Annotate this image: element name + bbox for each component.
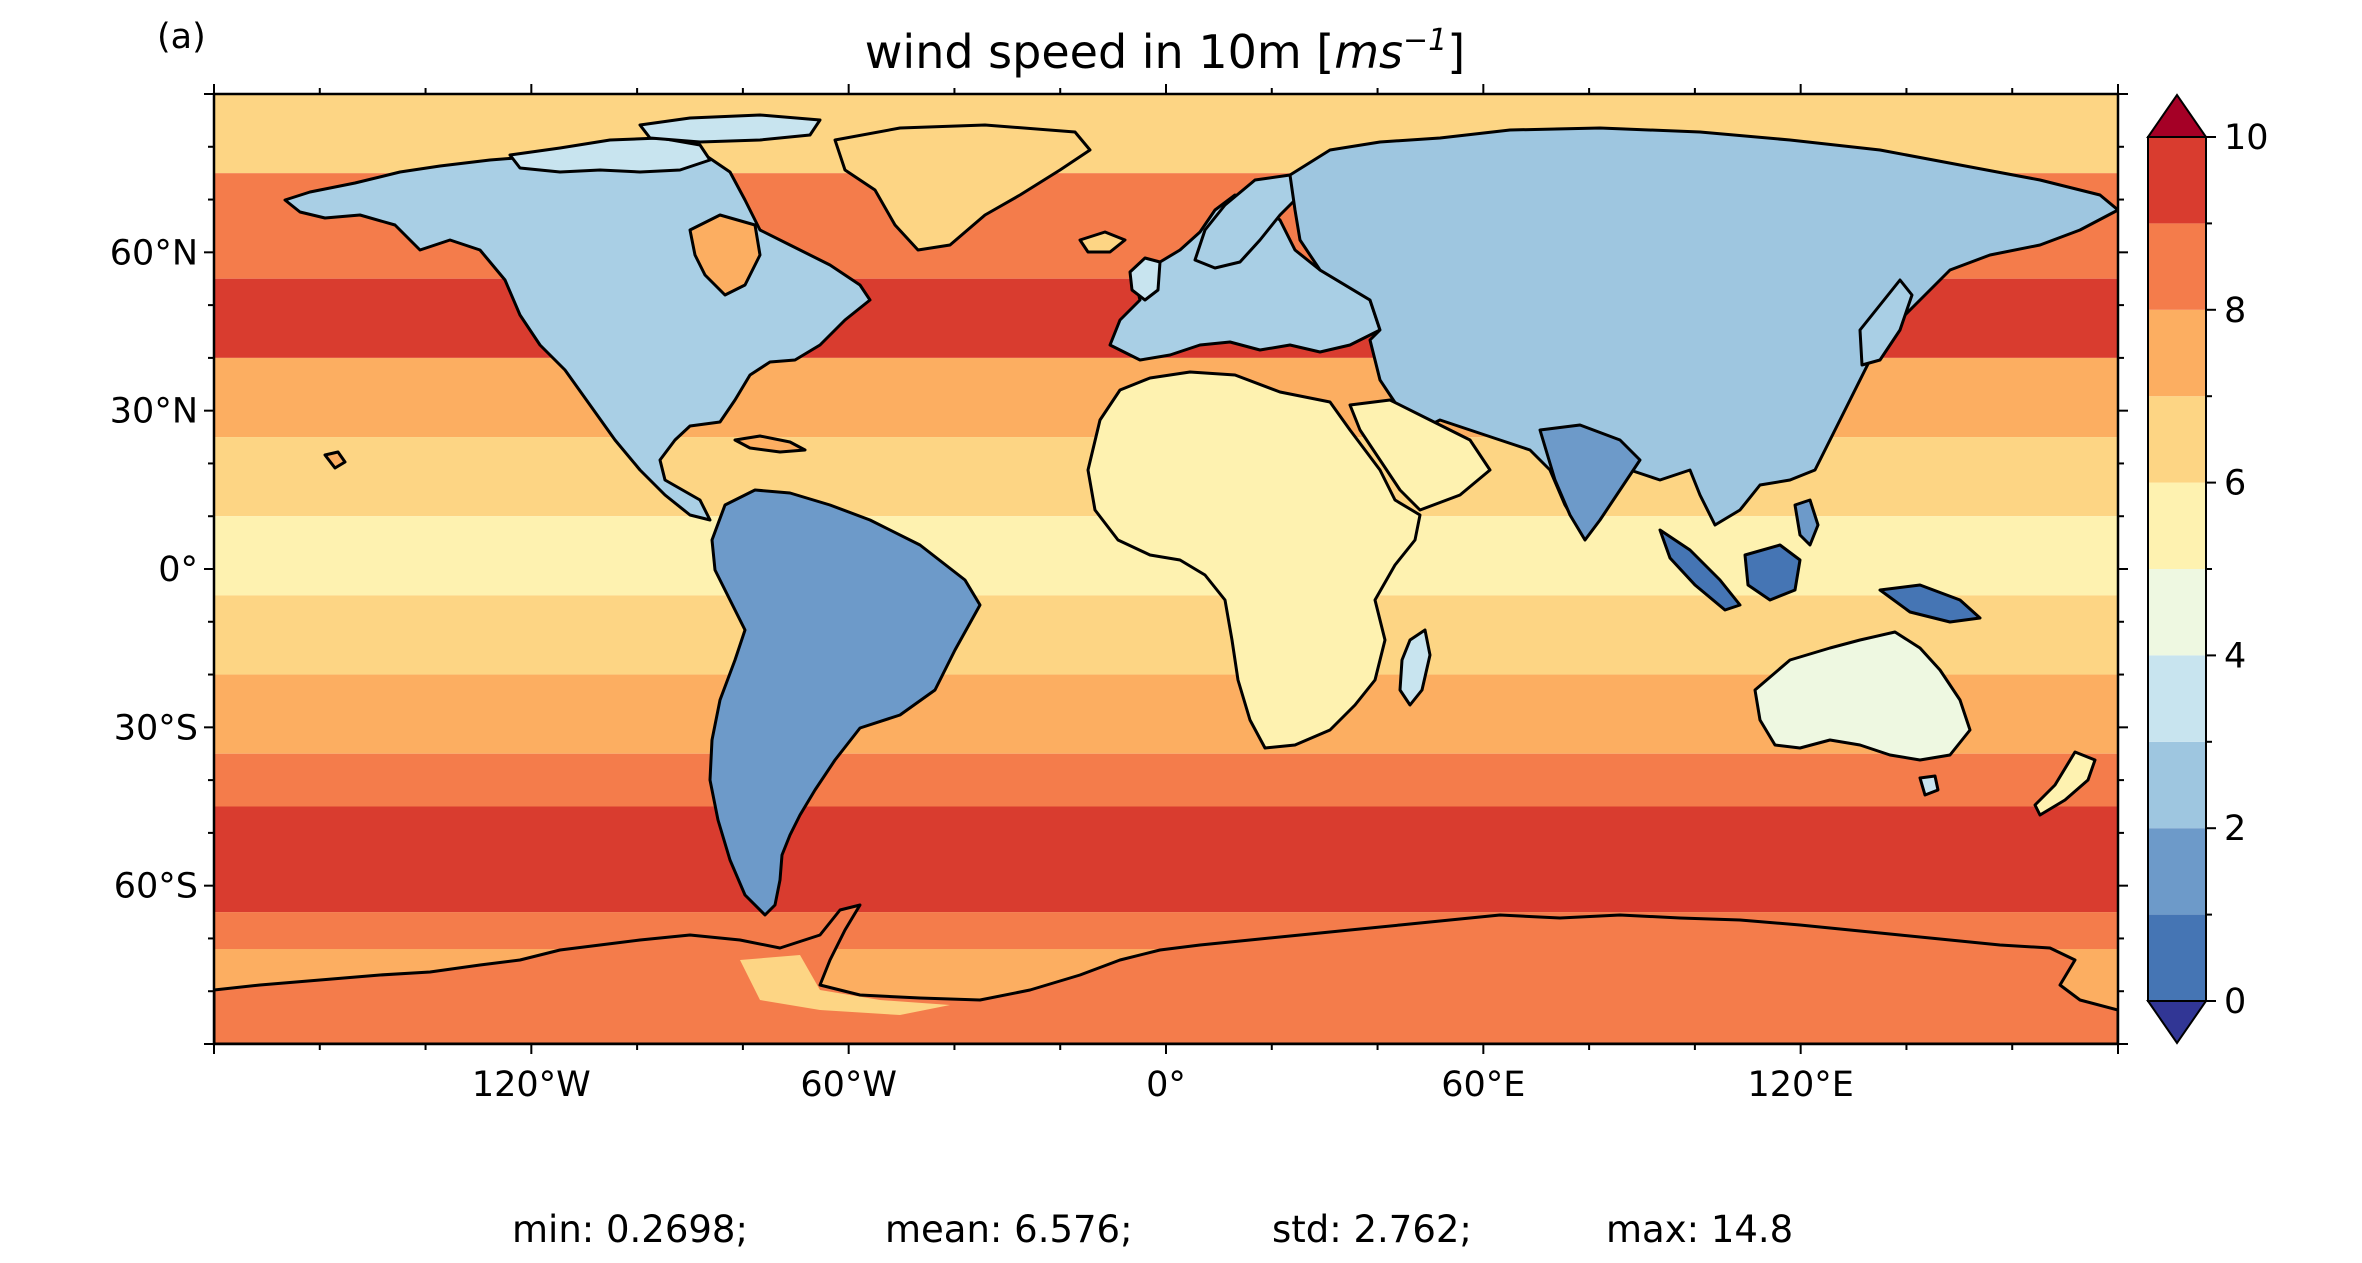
x-tick-label: 120°W: [472, 1065, 591, 1105]
iceland: [1078, 230, 1127, 254]
colorbar-tick-label: 10: [2224, 118, 2269, 158]
colorbar-extend-under: [2146, 1000, 2208, 1045]
colorbar-segment: [2148, 223, 2206, 310]
x-tick-label: 60°E: [1441, 1065, 1525, 1105]
x-tick-label: 0°: [1146, 1065, 1186, 1105]
colorbar-tick-label: 0: [2224, 982, 2246, 1022]
cuba: [733, 434, 807, 454]
y-tick-label: 30°S: [114, 708, 198, 748]
y-tick-label: 0°: [158, 550, 198, 590]
arctic-archipelago: [508, 136, 712, 174]
arabian-peninsula: [1348, 398, 1492, 512]
colorbar-segment: [2148, 396, 2206, 483]
title-unit-exp: −1: [1403, 23, 1447, 58]
colorbar-tick-label: 4: [2224, 636, 2246, 676]
philippines: [1793, 498, 1820, 547]
antarctic-interior: [740, 955, 950, 1015]
tasmania: [1918, 774, 1940, 797]
wind-band: [214, 753, 2118, 807]
y-tick-label: 30°N: [110, 392, 198, 432]
madagascar: [1398, 628, 1432, 707]
british-isles: [1128, 256, 1162, 302]
africa-land: [1086, 370, 1422, 750]
colorbar-segment: [2148, 914, 2206, 1001]
x-tick-label: 60°W: [800, 1065, 897, 1105]
colorbar-tick-label: 8: [2224, 291, 2246, 331]
hudson-bay: [688, 213, 762, 297]
colorbar: 0 2 4 6 8 10: [2146, 93, 2269, 1045]
colorbar-segment: [2148, 655, 2206, 742]
colorbar-segment: [2148, 828, 2206, 915]
greenland: [833, 123, 1092, 252]
land-wind-field: [214, 113, 2118, 1044]
new-zealand: [2033, 750, 2097, 817]
wind-band: [214, 806, 2118, 913]
colorbar-segment: [2148, 309, 2206, 397]
colorbar-segment: [2148, 569, 2206, 656]
colorbar-segment: [2148, 741, 2206, 829]
title-unit-base: ms: [1334, 25, 1403, 79]
asia-land: [1288, 126, 2118, 532]
colorbar-tick-label: 2: [2224, 809, 2246, 849]
arctic-islands-north: [638, 113, 822, 144]
hawaii: [323, 450, 347, 470]
x-axis: 120°W 60°W 0° 60°E 120°E: [213, 84, 2119, 1105]
sumatra: [1658, 528, 1742, 612]
borneo: [1743, 543, 1802, 602]
y-tick-label: 60°S: [114, 867, 198, 907]
colorbar-extend-over: [2146, 93, 2208, 138]
title-prefix: wind speed in 10m [: [865, 25, 1334, 79]
colorbar-tick-label: 6: [2224, 464, 2246, 504]
map-area: [214, 94, 2118, 1044]
title-suffix: ]: [1447, 25, 1465, 79]
x-tick-label: 120°E: [1747, 1065, 1853, 1105]
japan: [1858, 278, 1914, 367]
stat-std: std: 2.762;: [1272, 1208, 1472, 1251]
south-america-land: [708, 488, 982, 917]
indian-subcontinent: [1538, 423, 1642, 542]
australia-land: [1753, 630, 1972, 762]
antarctica: [214, 903, 2118, 1044]
panel-label: (a): [157, 17, 206, 57]
stat-mean: mean: 6.576;: [885, 1208, 1133, 1251]
map-title: wind speed in 10m [ms−1]: [865, 23, 1465, 79]
y-tick-label: 60°N: [110, 233, 198, 273]
stats-line: min: 0.2698; mean: 6.576; std: 2.762; ma…: [512, 1208, 1793, 1251]
colorbar-segment: [2148, 137, 2206, 224]
y-axis: 60°N 30°N 0° 30°S 60°S: [110, 93, 2128, 1045]
stat-min: min: 0.2698;: [512, 1208, 748, 1251]
new-guinea: [1878, 583, 1982, 624]
stat-max: max: 14.8: [1606, 1208, 1793, 1251]
colorbar-segment: [2148, 482, 2206, 569]
